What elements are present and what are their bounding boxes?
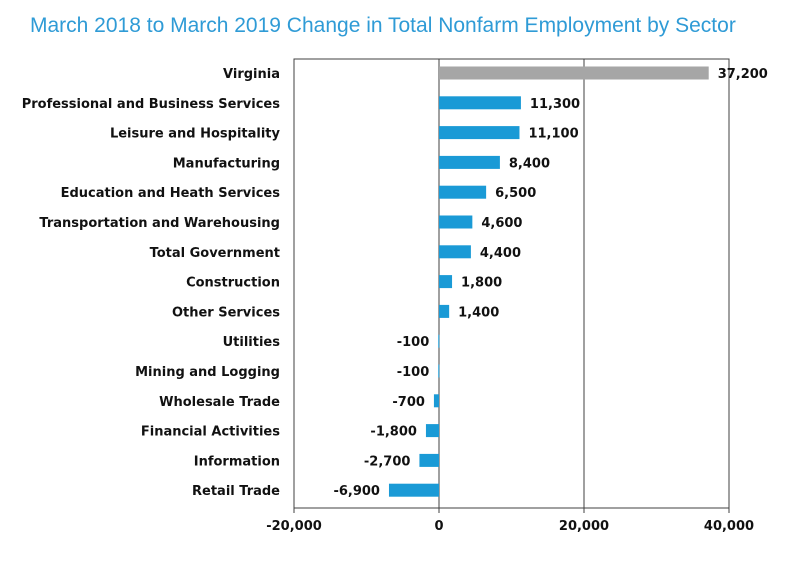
category-label: Construction [186, 276, 280, 291]
bar [438, 364, 440, 378]
category-label: Manufacturing [173, 156, 280, 171]
data-label: 37,200 [718, 67, 768, 82]
data-label: 11,300 [530, 97, 580, 112]
data-label: -6,900 [333, 484, 380, 499]
data-label: -2,700 [364, 454, 411, 469]
bar [388, 483, 439, 497]
bar [433, 394, 439, 408]
bar [439, 215, 473, 229]
x-tick-label: 0 [434, 519, 443, 534]
bar [438, 334, 440, 348]
bar [439, 96, 521, 110]
x-tick-label: 40,000 [704, 519, 754, 534]
data-label: 1,400 [458, 305, 499, 320]
category-label: Mining and Logging [135, 365, 280, 380]
x-tick-label: 20,000 [559, 519, 609, 534]
category-label: Leisure and Hospitality [110, 127, 281, 142]
category-label: Transportation and Warehousing [39, 216, 280, 231]
bar [439, 126, 520, 140]
data-label: -100 [397, 335, 430, 350]
category-label: Education and Heath Services [61, 186, 281, 201]
data-label: 1,800 [461, 276, 502, 291]
category-label: Professional and Business Services [22, 97, 281, 112]
chart-title: March 2018 to March 2019 Change in Total… [30, 14, 736, 37]
category-label: Total Government [150, 246, 280, 261]
data-label: 4,600 [481, 216, 522, 231]
bar [439, 185, 487, 199]
category-label: Other Services [172, 305, 280, 320]
bar [419, 453, 439, 467]
bar [439, 155, 500, 169]
bars [388, 66, 709, 497]
data-label: -700 [392, 395, 425, 410]
x-axis-ticks: -20,000 0 20,000 40,000 [266, 508, 754, 534]
bar [425, 424, 439, 438]
data-label: -100 [397, 365, 430, 380]
value-labels: 37,200 11,300 11,100 8,400 6,500 4,600 4,400 1,… [333, 67, 767, 499]
bar [439, 66, 709, 80]
category-label: Information [194, 454, 280, 469]
plot-border [293, 58, 730, 509]
bar [439, 245, 471, 259]
category-label: Retail Trade [192, 484, 280, 499]
data-label: -1,800 [370, 425, 417, 440]
data-label: 11,100 [528, 127, 578, 142]
data-label: 8,400 [509, 156, 550, 171]
category-labels: Virginia Professional and Business Servic… [22, 67, 281, 499]
category-label: Financial Activities [141, 425, 280, 440]
category-label: Virginia [223, 67, 280, 82]
data-label: 6,500 [495, 186, 536, 201]
x-tick-label: -20,000 [266, 519, 322, 534]
plot-frame [293, 58, 730, 509]
category-label: Wholesale Trade [159, 395, 280, 410]
bar [439, 275, 453, 289]
data-label: 4,400 [480, 246, 521, 261]
category-label: Utilities [223, 335, 281, 350]
bar [439, 304, 450, 318]
